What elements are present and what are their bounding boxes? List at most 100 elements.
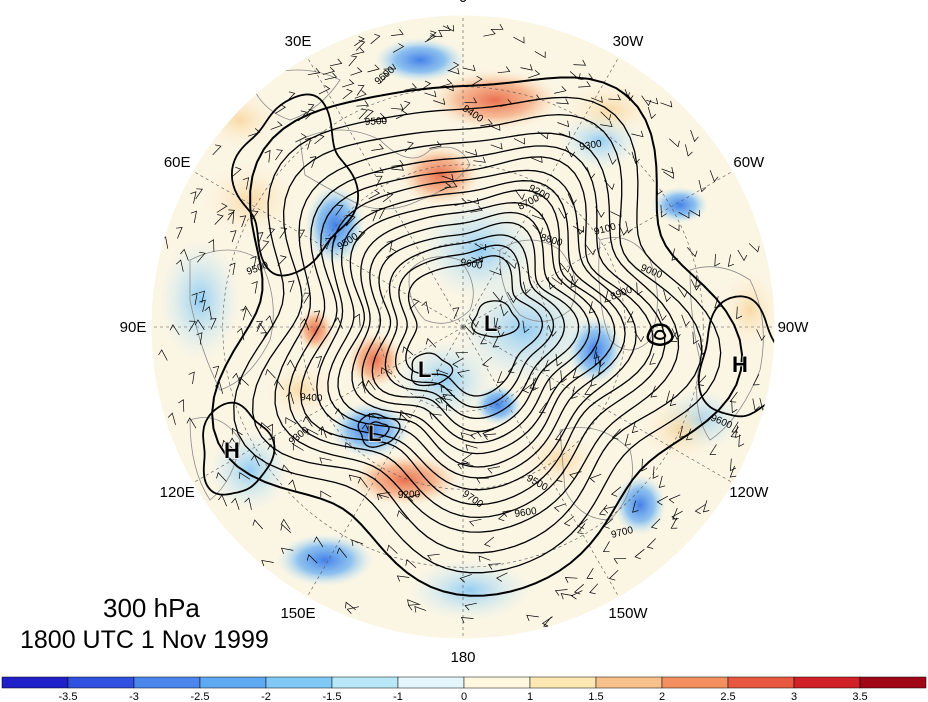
wind-barb: [670, 517, 678, 529]
wind-barb: [216, 202, 228, 213]
wind-barb: [313, 310, 321, 323]
height-contour: [367, 421, 390, 440]
wind-barb: [287, 359, 297, 371]
map-border: [150, 14, 776, 640]
wind-barb: [342, 88, 353, 100]
wind-barb: [280, 524, 292, 534]
wind-barb: [196, 332, 203, 345]
wind-barb: [158, 349, 168, 361]
wind-barb: [424, 33, 437, 43]
wind-barb: [611, 428, 621, 440]
wind-barb: [569, 71, 581, 80]
meridian-line: [462, 326, 620, 598]
colorbar-tick-label: 0: [461, 691, 467, 702]
wind-barb: [429, 31, 443, 38]
wind-barb: [464, 97, 478, 104]
wind-barb: [610, 210, 622, 218]
colorbar-tick-label: 3: [791, 691, 797, 702]
wind-barb: [496, 572, 508, 582]
low-marker: L: [368, 421, 381, 446]
colorbar-swatch: [727, 676, 795, 689]
wind-barb: [714, 296, 721, 309]
wind-barb: [650, 385, 657, 398]
wind-barb: [460, 432, 473, 439]
contour-label: 9200: [398, 489, 421, 501]
wind-barb: [506, 259, 517, 269]
wind-barb: [336, 547, 348, 558]
wind-barb: [376, 493, 389, 501]
wind-barb: [590, 374, 597, 387]
wind-barb: [476, 477, 489, 484]
wind-barb: [530, 156, 543, 163]
valid-time-caption: 1800 UTC 1 Nov 1999: [20, 626, 269, 654]
wind-barb: [549, 378, 556, 391]
height-contour: [337, 189, 616, 468]
wind-barb: [251, 281, 258, 294]
wind-barb: [697, 375, 707, 386]
wind-barb: [652, 466, 659, 479]
wind-barb: [656, 495, 669, 506]
wind-barb: [345, 601, 356, 610]
wind-barb: [557, 120, 570, 128]
colorbar-swatch: [463, 676, 531, 689]
wind-barb: [260, 240, 270, 252]
wind-barb: [356, 100, 369, 107]
colorbar-swatch: [133, 676, 201, 689]
wind-barb: [736, 306, 743, 320]
wind-barb: [342, 79, 355, 88]
wind-barb: [374, 115, 387, 122]
wind-barb: [631, 151, 640, 165]
wind-barb: [461, 453, 473, 464]
wind-barb: [176, 259, 184, 272]
wind-barb: [267, 423, 273, 437]
wind-barb: [660, 100, 673, 108]
wind-barb: [608, 569, 619, 581]
wind-barb: [698, 179, 707, 193]
longitude-label: 60W: [733, 154, 765, 171]
height-contour: [351, 202, 601, 455]
wind-barb: [190, 191, 197, 204]
wind-barb: [482, 428, 495, 438]
wind-barb: [250, 210, 259, 222]
wind-barb: [442, 84, 454, 92]
wind-barb: [404, 83, 417, 91]
height-contour: [697, 295, 775, 418]
colorbar-swatch: [859, 676, 927, 689]
high-marker: H: [224, 438, 240, 463]
wind-barb: [391, 29, 404, 36]
wind-barb: [572, 366, 580, 379]
wind-barb: [500, 304, 509, 317]
wind-barb: [399, 413, 410, 423]
wind-barb: [438, 25, 451, 31]
wind-barb: [558, 131, 571, 138]
anomaly-patch: [720, 270, 775, 350]
wind-barb: [204, 306, 212, 319]
wind-barb: [560, 593, 574, 600]
anomaly-patch: [410, 560, 530, 620]
wind-barb: [613, 557, 627, 564]
meridian-line: [462, 326, 734, 484]
colorbar-tick-label: 1: [527, 691, 533, 702]
wind-barb: [318, 425, 327, 439]
wind-barb: [483, 433, 497, 441]
wind-barb: [180, 248, 189, 261]
height-contour: [202, 401, 276, 496]
wind-barb: [641, 95, 652, 107]
anomaly-patch: [430, 70, 560, 130]
wind-barb: [452, 307, 460, 319]
wind-barb: [222, 439, 233, 449]
wind-barb: [215, 381, 224, 394]
wind-barb: [598, 504, 608, 516]
wind-barb: [565, 146, 576, 158]
wind-barb: [513, 137, 525, 145]
wind-barb: [457, 369, 470, 378]
wind-barb: [441, 173, 454, 181]
wind-barb: [555, 353, 563, 367]
wind-barb: [490, 142, 503, 150]
wind-barb: [474, 243, 486, 251]
colorbar-tick-label: -1.5: [323, 691, 342, 702]
wind-barb: [227, 209, 236, 221]
wind-barb: [490, 24, 504, 30]
wind-barb: [396, 510, 408, 520]
wind-barb: [488, 124, 501, 131]
